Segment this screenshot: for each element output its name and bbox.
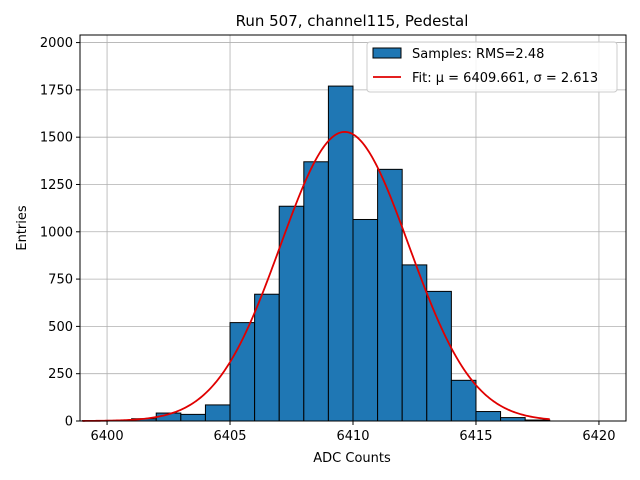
x-axis-label: ADC Counts <box>313 451 391 466</box>
x-tick-label: 6400 <box>91 429 124 444</box>
histogram-bar <box>254 293 280 422</box>
histogram-bar <box>327 85 354 422</box>
histogram-bar <box>500 417 526 422</box>
histogram-bar <box>450 379 477 422</box>
histogram-bar <box>229 322 256 422</box>
y-tick-label: 1000 <box>40 225 73 240</box>
y-tick-label: 1500 <box>40 131 73 146</box>
legend-label-samples: Samples: RMS=2.48 <box>412 47 544 62</box>
x-tick-label: 6405 <box>213 429 246 444</box>
y-tick-label: 1750 <box>40 83 73 98</box>
x-tick-label: 6410 <box>336 429 369 444</box>
y-tick-label: 250 <box>48 367 73 382</box>
histogram-bar <box>475 411 502 422</box>
histogram-bar <box>352 218 379 422</box>
histogram-bar <box>426 290 452 422</box>
histogram-bar <box>204 404 231 422</box>
histogram-bar <box>303 161 329 422</box>
axis-ticks: 6400 6405 6410 6415 6420 0 250 500 750 1000 1250 15… <box>40 36 616 444</box>
histogram-bar <box>377 168 403 422</box>
legend-label-fit: Fit: μ = 6409.661, σ = 2.613 <box>412 71 598 86</box>
y-tick-label: 0 <box>65 415 73 430</box>
histogram-bar <box>401 264 428 422</box>
y-tick-label: 500 <box>48 320 73 335</box>
fit-curve-layer <box>82 130 550 422</box>
x-tick-label: 6415 <box>459 429 492 444</box>
y-tick-label: 2000 <box>40 36 73 51</box>
y-axis-label: Entries <box>15 205 30 251</box>
y-tick-label: 750 <box>48 273 73 288</box>
legend-box <box>366 41 618 93</box>
legend-swatch-samples <box>372 47 402 59</box>
gaussian-fit-curve <box>82 130 550 422</box>
histogram-bars <box>81 85 551 422</box>
y-tick-label: 1250 <box>40 178 73 193</box>
histogram-bar <box>180 413 206 422</box>
legend: Samples: RMS=2.48 Fit: μ = 6409.661, σ =… <box>366 41 618 93</box>
chart-title: Run 507, channel115, Pedestal <box>236 12 469 30</box>
x-tick-label: 6420 <box>582 429 615 444</box>
